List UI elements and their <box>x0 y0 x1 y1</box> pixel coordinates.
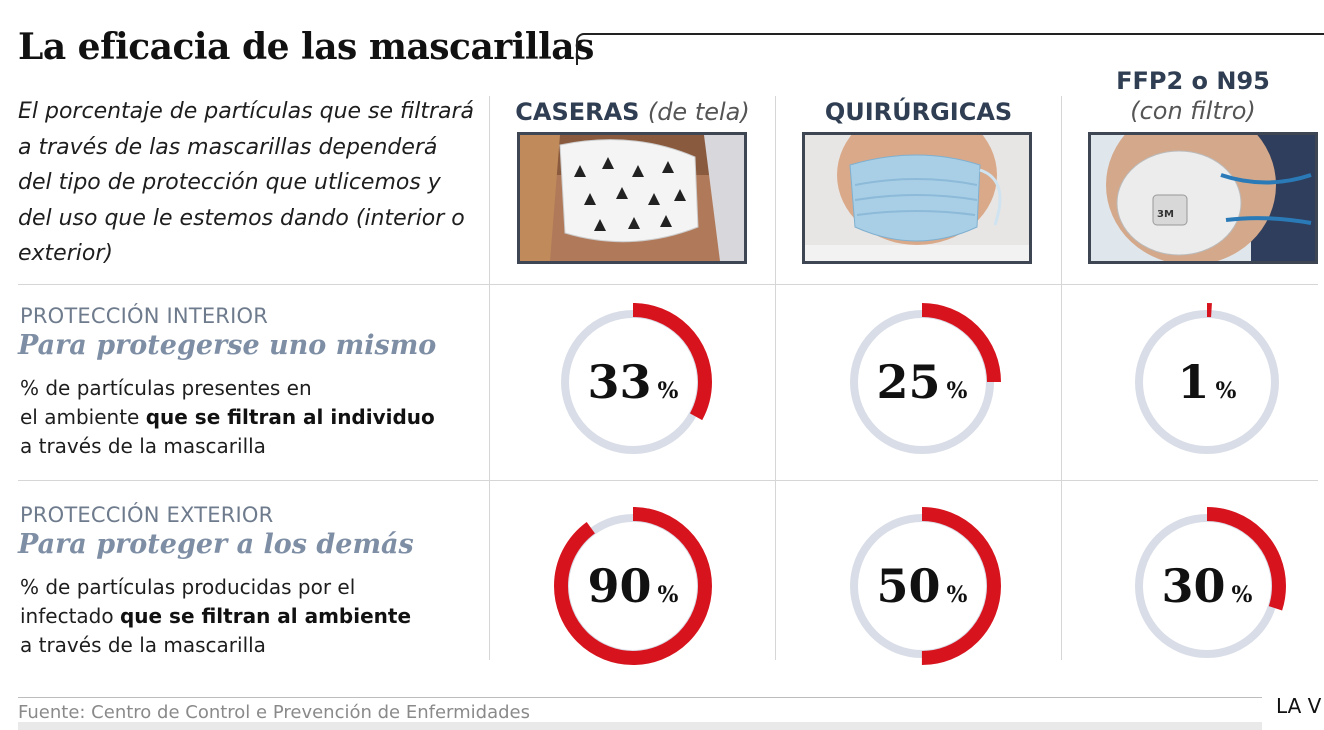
column-divider <box>489 96 490 660</box>
description-line: % de partículas producidas por el <box>20 575 356 599</box>
page-title: La eficacia de las mascarillas <box>18 26 594 68</box>
donut-value: 30 <box>1162 559 1226 613</box>
donut-arc <box>1128 303 1286 461</box>
donut-value-label: 25% <box>877 355 968 409</box>
donut-value-label: 33% <box>588 355 679 409</box>
donut-arc <box>554 507 712 665</box>
donut-unit: % <box>1216 378 1237 404</box>
section-kicker: PROTECCIÓN EXTERIOR <box>20 503 274 527</box>
column-divider <box>1061 96 1062 660</box>
donut-value-label: 50% <box>877 559 968 613</box>
cloth-mask-photo <box>517 132 747 264</box>
donut-unit: % <box>658 378 679 404</box>
donut-chart-interior-ffp2: 1% <box>1128 303 1286 461</box>
footer-bar <box>18 722 1262 730</box>
column-name: FFP2 o N95 <box>1116 67 1270 95</box>
brand-logo: LA V <box>1276 694 1322 718</box>
section-kicker: PROTECCIÓN INTERIOR <box>20 304 269 328</box>
surgical-mask-photo <box>802 132 1032 264</box>
ffp2-mask-illustration: 3M <box>1091 135 1315 261</box>
description-text: el ambiente <box>20 405 146 429</box>
donut-value: 90 <box>588 559 652 613</box>
donut-chart-exterior-caseras: 90% <box>554 507 712 665</box>
section-title: Para protegerse uno mismo <box>18 330 437 361</box>
donut-unit: % <box>947 582 968 608</box>
description-emphasis: que se filtran al ambiente <box>119 604 412 628</box>
donut-chart-exterior-ffp2: 30% <box>1128 507 1286 665</box>
donut-chart-interior-caseras: 33% <box>554 303 712 461</box>
column-divider <box>775 96 776 660</box>
description-line: infectado que se filtran al ambiente <box>20 602 485 631</box>
column-header-caseras: CASERAS (de tela) <box>490 98 775 126</box>
description-text: infectado <box>20 604 120 628</box>
donut-unit: % <box>1232 582 1253 608</box>
column-name: QUIRÚRGICAS <box>824 98 1013 126</box>
column-name: CASERAS <box>515 98 640 126</box>
donut-value-label: 30% <box>1162 559 1253 613</box>
description-line: a través de la mascarilla <box>20 434 266 458</box>
description-line: el ambiente que se filtran al individuo <box>20 403 485 432</box>
donut-value: 25 <box>877 355 941 409</box>
donut-chart-interior-quirurgicas: 25% <box>843 303 1001 461</box>
donut-arc <box>554 303 712 461</box>
column-subtitle: (de tela) <box>647 98 750 126</box>
donut-unit: % <box>658 582 679 608</box>
source-note: Fuente: Centro de Control e Prevención d… <box>18 702 530 723</box>
section-description: % de partículas producidas por el infect… <box>20 573 485 660</box>
intro-text: El porcentaje de partículas que se filtr… <box>18 99 475 266</box>
donut-value: 50 <box>877 559 941 613</box>
footer-rule <box>18 697 1262 698</box>
donut-value: 1 <box>1178 355 1210 409</box>
donut-arc <box>843 507 1001 665</box>
column-header-ffp2: FFP2 o N95 (con filtro) <box>1062 66 1324 126</box>
cloth-mask-illustration <box>520 135 744 261</box>
donut-value: 33 <box>588 355 652 409</box>
surgical-mask-illustration <box>805 135 1029 261</box>
row-divider <box>18 480 1318 481</box>
brand-marking: 3M <box>1157 209 1174 220</box>
donut-value-label: 90% <box>588 559 679 613</box>
donut-arc <box>843 303 1001 461</box>
description-line: % de partículas presentes en <box>20 376 312 400</box>
column-subtitle: (con filtro) <box>1130 97 1256 125</box>
section-title: Para proteger a los demás <box>18 529 414 560</box>
donut-chart-exterior-quirurgicas: 50% <box>843 507 1001 665</box>
donut-value-label: 1% <box>1178 355 1237 409</box>
section-description: % de partículas presentes en el ambiente… <box>20 374 485 461</box>
description-line: a través de la mascarilla <box>20 633 266 657</box>
title-rule <box>576 33 1324 65</box>
row-divider <box>18 284 1318 285</box>
donut-unit: % <box>947 378 968 404</box>
ffp2-mask-photo: 3M <box>1088 132 1318 264</box>
column-header-quirurgicas: QUIRÚRGICAS <box>776 98 1061 126</box>
donut-arc <box>1128 507 1286 665</box>
description-emphasis: que se filtran al individuo <box>145 405 435 429</box>
